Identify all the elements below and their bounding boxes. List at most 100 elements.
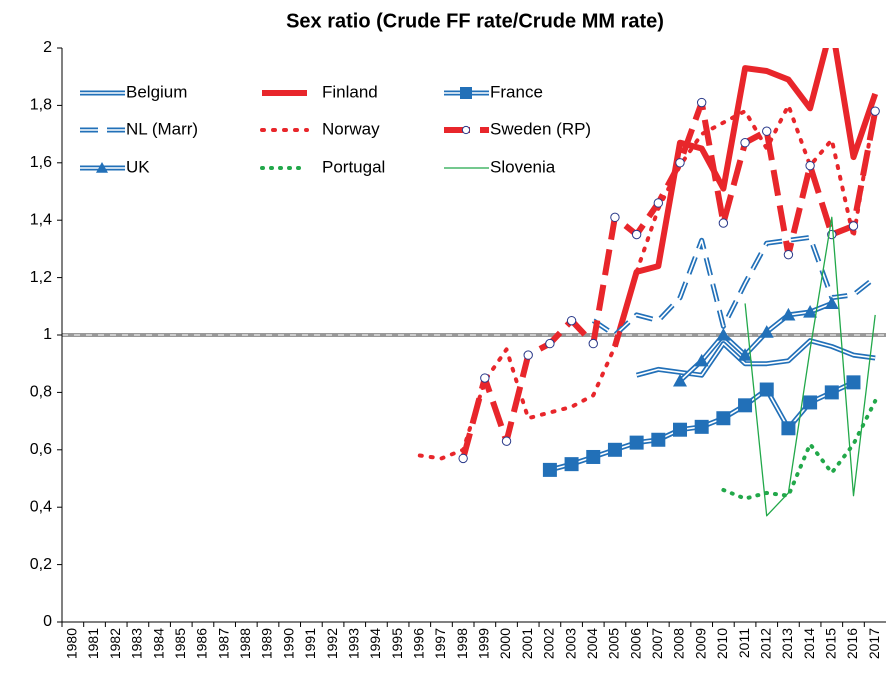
marker [718, 218, 729, 228]
y-tick-label: 1,4 [30, 211, 52, 228]
x-tick-label: 1983 [129, 628, 145, 659]
marker [848, 221, 859, 231]
y-tick-label: 2 [43, 39, 52, 56]
y-tick-label: 1 [43, 326, 52, 343]
marker [588, 338, 598, 349]
x-tick-label: 1985 [172, 628, 188, 659]
marker [740, 138, 750, 148]
x-tick-label: 1989 [259, 628, 275, 659]
marker [781, 307, 796, 321]
marker [480, 373, 490, 383]
marker [673, 373, 687, 387]
x-tick-label: 1993 [345, 628, 361, 659]
legend-label: Portugal [322, 157, 385, 176]
series-line [591, 234, 877, 338]
x-tick-label: 2012 [757, 628, 773, 659]
marker [607, 442, 622, 457]
x-tick-label: 1980 [64, 628, 80, 659]
marker [675, 158, 685, 168]
marker [716, 411, 731, 426]
x-tick-label: 2017 [866, 628, 882, 659]
marker [501, 436, 512, 446]
series-line-inner [636, 339, 876, 376]
marker [523, 350, 533, 360]
legend-label: UK [126, 157, 150, 176]
x-tick-label: 2001 [519, 628, 535, 659]
series-line [417, 103, 878, 461]
x-tick-label: 1997 [432, 628, 448, 659]
series-line [744, 216, 876, 517]
marker [542, 462, 557, 477]
y-tick-label: 1,6 [30, 154, 52, 171]
x-tick-label: 2003 [562, 628, 578, 659]
marker [696, 97, 707, 108]
marker [803, 305, 818, 318]
x-tick-label: 2015 [822, 628, 838, 659]
y-tick-label: 0,8 [30, 384, 52, 401]
x-tick-label: 2000 [497, 628, 513, 659]
legend-label: Belgium [126, 82, 187, 101]
x-tick-label: 2014 [801, 628, 817, 659]
legend-label: France [490, 82, 543, 101]
marker [586, 449, 601, 464]
y-tick-label: 0,4 [30, 498, 52, 515]
marker [629, 435, 644, 450]
legend-label: Slovenia [490, 157, 556, 176]
marker [566, 315, 577, 326]
marker [824, 385, 839, 400]
series-line [612, 48, 879, 348]
x-tick-label: 1999 [476, 628, 492, 659]
y-tick-label: 1,8 [30, 97, 52, 114]
chart-title: Sex ratio (Crude FF rate/Crude MM rate) [286, 10, 664, 32]
x-tick-label: 1992 [324, 628, 340, 659]
y-tick-label: 0,2 [30, 556, 52, 573]
marker [460, 87, 472, 99]
x-tick-label: 1990 [280, 628, 296, 659]
marker [610, 212, 620, 223]
x-tick-label: 2007 [649, 628, 665, 659]
marker [824, 296, 839, 310]
marker [673, 422, 687, 437]
marker [846, 375, 861, 390]
marker [759, 382, 774, 397]
plot-area [62, 48, 886, 517]
x-tick-label: 2005 [606, 628, 622, 659]
x-tick-label: 1981 [85, 628, 101, 659]
x-tick-label: 1988 [237, 628, 253, 659]
marker [653, 198, 664, 208]
legend-label: Sweden (RP) [490, 119, 591, 138]
x-tick-label: 2002 [541, 628, 557, 659]
marker [651, 432, 666, 447]
marker [803, 395, 818, 410]
series-line [460, 99, 879, 460]
legend-label: NL (Marr) [126, 119, 198, 138]
marker [694, 419, 709, 434]
x-tick-label: 2010 [714, 628, 730, 659]
x-tick-label: 2011 [736, 628, 752, 658]
x-tick-label: 1994 [367, 628, 383, 659]
marker [805, 160, 815, 171]
y-tick-label: 1,2 [30, 269, 52, 286]
y-tick-label: 0 [43, 613, 52, 630]
marker [96, 162, 108, 173]
x-tick-label: 1986 [194, 628, 210, 659]
marker [738, 348, 753, 361]
x-tick-label: 1982 [107, 628, 123, 659]
x-tick-label: 2016 [844, 628, 860, 659]
marker [762, 126, 772, 136]
legend-label: Finland [322, 82, 378, 101]
x-tick-label: 2008 [671, 628, 687, 659]
marker [694, 353, 709, 367]
x-tick-label: 2009 [692, 628, 708, 659]
x-tick-label: 2013 [779, 628, 795, 659]
marker [458, 453, 468, 464]
marker [759, 325, 774, 338]
marker [781, 421, 796, 436]
x-tick-label: 1991 [302, 628, 318, 659]
x-tick-label: 1995 [389, 628, 405, 659]
marker [461, 125, 471, 135]
marker [564, 457, 579, 472]
x-tick-label: 2006 [627, 628, 643, 659]
marker [738, 398, 753, 413]
